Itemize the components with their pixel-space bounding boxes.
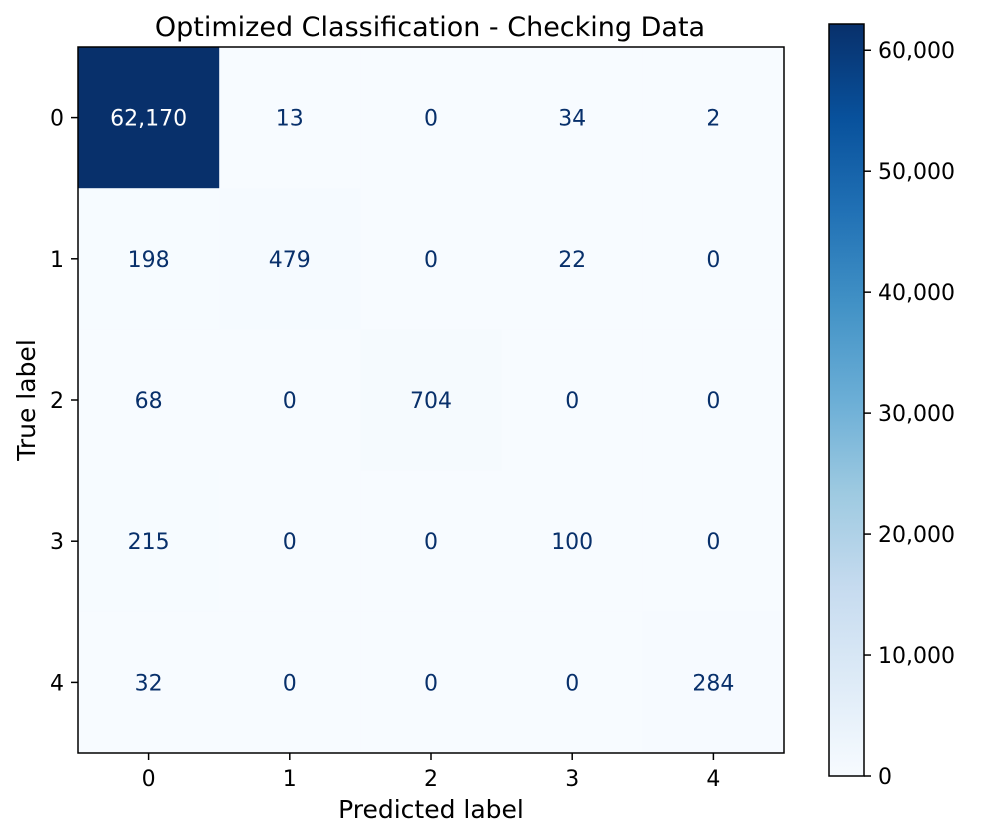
matrix-cell <box>642 188 785 330</box>
colorbar-tick-label: 50,000 <box>878 160 955 185</box>
cell-value-label: 32 <box>135 671 163 696</box>
matrix-cell <box>642 329 785 472</box>
x-tick-label: 2 <box>424 767 438 792</box>
cell-value-label: 0 <box>424 530 438 555</box>
colorbar-tick-label: 0 <box>878 765 892 790</box>
matrix-cell-labels: 62,170 13 0 34 2 198 479 0 22 0 68 0 704 0 0 215 0 0 100 0 3… <box>110 107 734 697</box>
matrix-cell <box>501 329 644 472</box>
matrix-cell <box>78 188 220 330</box>
cell-value-label: 0 <box>424 107 438 132</box>
cell-value-label: 284 <box>692 671 734 696</box>
y-axis-label: True label <box>12 339 41 462</box>
matrix-cell <box>78 470 220 613</box>
colorbar-tick-label: 40,000 <box>878 281 955 306</box>
matrix-cell <box>501 470 644 613</box>
cell-value-label: 198 <box>128 248 170 273</box>
matrix-cell <box>219 470 361 613</box>
matrix-cell <box>642 470 785 613</box>
cell-value-label: 704 <box>410 389 452 414</box>
cell-value-label: 0 <box>706 248 720 273</box>
cell-value-label: 22 <box>558 248 586 273</box>
matrix-cells <box>78 47 785 754</box>
y-tick-label: 0 <box>50 107 64 132</box>
matrix-cell <box>219 47 361 189</box>
matrix-cell <box>219 611 361 754</box>
colorbar-tick-label: 60,000 <box>878 39 955 64</box>
matrix-cell <box>360 188 503 330</box>
matrix-cell <box>501 47 644 189</box>
y-tick-label: 4 <box>50 671 64 696</box>
cell-value-label: 215 <box>128 530 170 555</box>
colorbar-tick-label: 30,000 <box>878 402 955 427</box>
chart-title: Optimized Classification - Checking Data <box>155 12 705 43</box>
x-tick-label: 0 <box>142 767 156 792</box>
y-tick-label: 1 <box>50 248 64 273</box>
x-tick-label: 3 <box>565 767 579 792</box>
cell-value-label: 479 <box>269 248 311 273</box>
cell-value-label: 13 <box>276 107 304 132</box>
y-tick-label: 2 <box>50 389 64 414</box>
matrix-cell <box>501 611 644 754</box>
cell-value-label: 0 <box>283 671 297 696</box>
cell-value-label: 0 <box>283 530 297 555</box>
colorbar-tick-label: 20,000 <box>878 523 955 548</box>
colorbar-tick-label: 10,000 <box>878 644 955 669</box>
x-tick-label: 1 <box>283 767 297 792</box>
cell-value-label: 34 <box>558 107 586 132</box>
matrix-cell <box>360 329 503 472</box>
x-tick-label: 4 <box>706 767 720 792</box>
matrix-cell <box>642 47 785 189</box>
matrix-cell <box>642 611 785 754</box>
x-axis-ticks: 0 1 2 3 4 <box>142 753 720 792</box>
cell-value-label: 0 <box>565 671 579 696</box>
cell-value-label: 0 <box>565 389 579 414</box>
matrix-cell <box>78 47 220 189</box>
cell-value-label: 0 <box>706 389 720 414</box>
y-tick-label: 3 <box>50 530 64 555</box>
cell-value-label: 68 <box>135 389 163 414</box>
cell-value-label: 0 <box>706 530 720 555</box>
matrix-cell <box>501 188 644 330</box>
cell-value-label: 0 <box>424 248 438 273</box>
matrix-cell <box>360 47 503 189</box>
matrix-cell <box>219 329 361 472</box>
x-axis-label: Predicted label <box>338 795 524 824</box>
cell-value-label: 62,170 <box>110 107 187 132</box>
cell-value-label: 0 <box>283 389 297 414</box>
cell-value-label: 100 <box>551 530 593 555</box>
cell-value-label: 2 <box>706 107 720 132</box>
cell-value-label: 0 <box>424 671 438 696</box>
colorbar <box>828 23 865 777</box>
matrix-cell <box>78 329 220 472</box>
colorbar-ticks: 0 10,000 20,000 30,000 40,000 50,000 60,000 <box>864 39 955 790</box>
y-axis-ticks: 0 1 2 3 4 <box>50 107 78 696</box>
matrix-cell <box>219 188 361 330</box>
matrix-cell <box>360 470 503 613</box>
matrix-cell <box>78 611 220 754</box>
matrix-cell <box>360 611 503 754</box>
